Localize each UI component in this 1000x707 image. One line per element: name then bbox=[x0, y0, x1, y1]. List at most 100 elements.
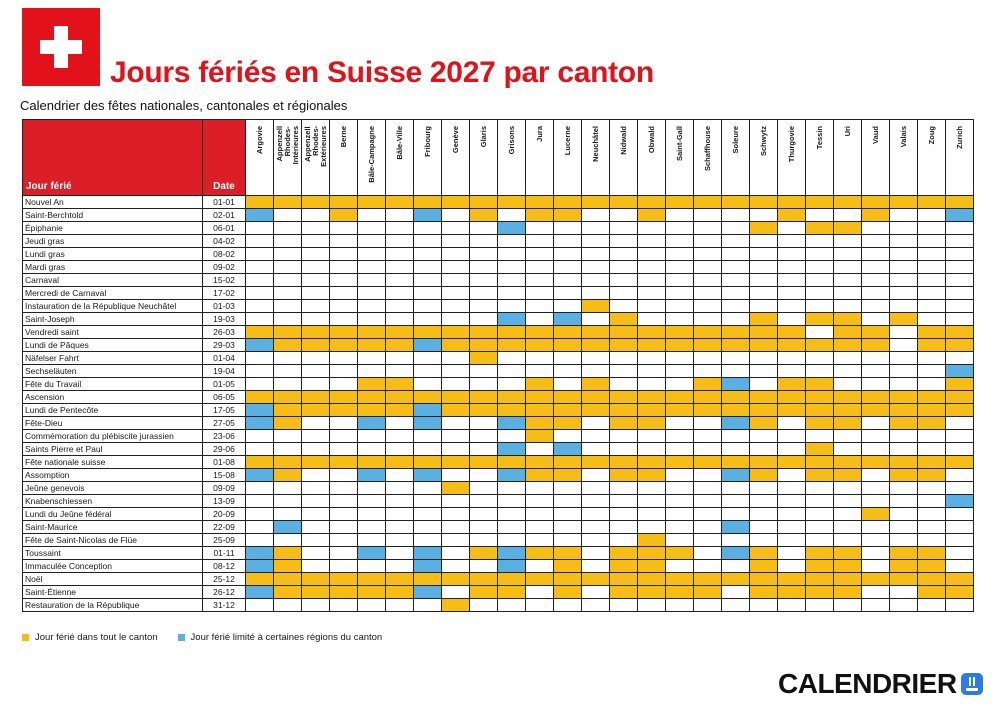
holiday-cell-none bbox=[693, 351, 722, 365]
holiday-cell-none bbox=[945, 507, 974, 521]
holiday-cell-full bbox=[665, 390, 694, 404]
holiday-cell-none bbox=[777, 559, 806, 573]
holiday-cell-none bbox=[525, 520, 554, 534]
download-calendar-icon bbox=[960, 673, 983, 695]
holiday-cell-full bbox=[413, 325, 442, 339]
holiday-cell-full bbox=[889, 416, 918, 430]
holiday-cell-none bbox=[945, 533, 974, 547]
holiday-cell-none bbox=[861, 273, 890, 287]
holiday-cell-full bbox=[497, 195, 526, 209]
holiday-cell-none bbox=[357, 507, 386, 521]
holiday-cell-full bbox=[805, 546, 834, 560]
canton-label: Lucerne bbox=[562, 126, 572, 156]
holiday-cell-full bbox=[721, 338, 750, 352]
holiday-cell-full bbox=[357, 377, 386, 391]
holiday-cell-none bbox=[553, 533, 582, 547]
holiday-cell-none bbox=[665, 416, 694, 430]
holiday-cell-none bbox=[469, 299, 498, 313]
holiday-cell-none bbox=[833, 260, 862, 274]
holiday-cell-none bbox=[609, 442, 638, 456]
holiday-cell-full bbox=[245, 572, 274, 586]
holiday-cell-none bbox=[553, 429, 582, 443]
holiday-cell-none bbox=[749, 377, 778, 391]
holiday-cell-none bbox=[357, 234, 386, 248]
holiday-cell-full bbox=[805, 312, 834, 326]
holiday-cell-none bbox=[805, 286, 834, 300]
holiday-cell-none bbox=[917, 429, 946, 443]
holiday-cell-none bbox=[273, 598, 302, 612]
holiday-cell-none bbox=[721, 533, 750, 547]
holiday-cell-none bbox=[889, 520, 918, 534]
table-row: Saint-Berchtold 02-01 bbox=[22, 208, 974, 222]
holiday-cell-full bbox=[469, 403, 498, 417]
holiday-cell-none bbox=[301, 468, 330, 482]
holiday-cell-full bbox=[581, 325, 610, 339]
table-row: Assomption 15-08 bbox=[22, 468, 974, 482]
holiday-cell-full bbox=[609, 468, 638, 482]
holiday-cell-none bbox=[637, 481, 666, 495]
holiday-cell-none bbox=[861, 468, 890, 482]
holiday-cell-full bbox=[861, 195, 890, 209]
holiday-date: 08-02 bbox=[202, 247, 246, 261]
table-row: Saint-Étienne 26-12 bbox=[22, 585, 974, 599]
canton-label: Appenzell Rhodes- Intérieures bbox=[274, 126, 300, 165]
holiday-cell-full bbox=[833, 221, 862, 235]
holiday-cell-none bbox=[273, 429, 302, 443]
holiday-cell-none bbox=[889, 533, 918, 547]
holiday-cell-full bbox=[553, 468, 582, 482]
holiday-cell-none bbox=[581, 507, 610, 521]
holiday-cell-partial bbox=[497, 442, 526, 456]
holiday-cell-full bbox=[301, 572, 330, 586]
holiday-cell-none bbox=[889, 247, 918, 261]
holiday-cell-full bbox=[525, 208, 554, 222]
holiday-cell-full bbox=[889, 546, 918, 560]
holiday-cell-none bbox=[469, 273, 498, 287]
holiday-cell-none bbox=[833, 442, 862, 456]
holiday-cell-full bbox=[777, 208, 806, 222]
holiday-cell-none bbox=[581, 247, 610, 261]
holiday-cell-full bbox=[805, 455, 834, 469]
holiday-cell-none bbox=[441, 546, 470, 560]
holiday-cell-full bbox=[749, 455, 778, 469]
holiday-cell-none bbox=[665, 559, 694, 573]
holiday-cell-none bbox=[693, 429, 722, 443]
holiday-cell-none bbox=[329, 442, 358, 456]
holiday-cell-full bbox=[749, 390, 778, 404]
holiday-cell-none bbox=[553, 520, 582, 534]
holiday-date: 22-09 bbox=[202, 520, 246, 534]
holiday-cell-full bbox=[665, 325, 694, 339]
canton-header: Genève bbox=[441, 119, 470, 196]
holiday-cell-none bbox=[581, 442, 610, 456]
table-row: Saints Pierre et Paul 29-06 bbox=[22, 442, 974, 456]
holiday-cell-none bbox=[833, 507, 862, 521]
holiday-cell-none bbox=[497, 260, 526, 274]
holiday-cell-none bbox=[749, 442, 778, 456]
holiday-cell-none bbox=[861, 312, 890, 326]
holiday-cell-full bbox=[553, 585, 582, 599]
holiday-cell-none bbox=[385, 533, 414, 547]
holiday-cell-none bbox=[581, 520, 610, 534]
holiday-cell-none bbox=[805, 247, 834, 261]
holiday-cell-full bbox=[329, 585, 358, 599]
legend-item-partial: Jour férié limité à certaines régions du… bbox=[177, 632, 382, 643]
holiday-date: 25-12 bbox=[202, 572, 246, 586]
holiday-cell-none bbox=[525, 247, 554, 261]
holiday-name: Sechseläuten bbox=[22, 364, 203, 378]
holiday-cell-none bbox=[637, 234, 666, 248]
holiday-cell-none bbox=[329, 286, 358, 300]
holiday-date: 29-03 bbox=[202, 338, 246, 352]
holiday-cell-none bbox=[945, 416, 974, 430]
brand-logo[interactable]: CALENDRIER bbox=[778, 668, 983, 700]
holiday-cell-full bbox=[665, 572, 694, 586]
holiday-cell-none bbox=[861, 286, 890, 300]
holiday-cell-none bbox=[441, 377, 470, 391]
holiday-cell-none bbox=[581, 585, 610, 599]
holiday-cell-none bbox=[749, 494, 778, 508]
table-row: Commémoration du plébiscite jurassien 23-… bbox=[22, 429, 974, 443]
holiday-cell-full bbox=[833, 325, 862, 339]
holiday-cell-none bbox=[637, 273, 666, 287]
holiday-cell-none bbox=[665, 468, 694, 482]
holiday-cell-none bbox=[609, 377, 638, 391]
holiday-cell-none bbox=[637, 520, 666, 534]
holiday-cell-none bbox=[637, 299, 666, 313]
